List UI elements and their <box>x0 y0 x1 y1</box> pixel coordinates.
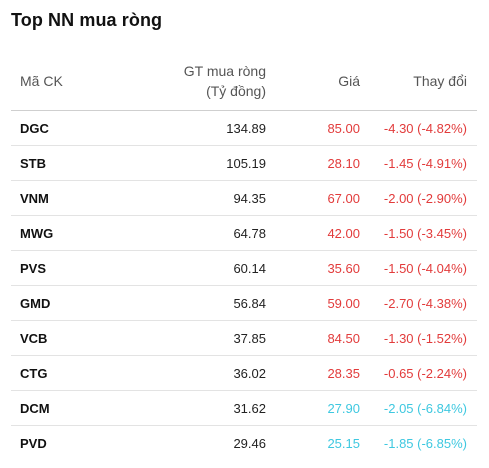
net-buy-value: 29.46 <box>233 435 266 451</box>
price: 59.00 <box>266 285 360 321</box>
net-buy-value: 64.78 <box>116 215 266 251</box>
price: 27.90 <box>266 390 360 426</box>
price: 25.15 <box>327 435 360 451</box>
table-row[interactable]: VNM 94.35 67.00 -2.00 (-2.90%) <box>11 180 477 216</box>
net-buy-value: 94.35 <box>116 180 266 216</box>
price: 42.00 <box>266 215 360 251</box>
top-foreign-net-buy-table: Mã CK GT mua ròng (Tỷ đồng) Giá Thay đổi… <box>11 52 477 460</box>
price-change: -2.70 (-4.38%) <box>360 285 477 321</box>
stock-code[interactable]: MWG <box>11 215 116 251</box>
stock-code[interactable]: VNM <box>11 180 116 216</box>
stock-code[interactable]: DCM <box>11 390 116 426</box>
price-change: -2.05 (-6.84%) <box>360 390 477 426</box>
net-buy-value: 60.14 <box>116 250 266 286</box>
table-row[interactable]: STB 105.19 28.10 -1.45 (-4.91%) <box>11 145 477 181</box>
price: 28.10 <box>266 145 360 181</box>
stock-code[interactable]: CTG <box>11 355 116 391</box>
widget-title: Top NN mua ròng <box>11 10 163 30</box>
table-row[interactable]: PVD 29.46 25.15 -1.85 (-6.85%) <box>11 426 477 461</box>
price-change: -1.30 (-1.52%) <box>360 320 477 356</box>
stock-code[interactable]: GMD <box>11 285 116 321</box>
table-row[interactable]: DCM 31.62 27.90 -2.05 (-6.84%) <box>11 390 477 426</box>
stock-code[interactable]: DGC <box>11 110 116 146</box>
price: 84.50 <box>266 320 360 356</box>
net-buy-value: 36.02 <box>116 355 266 391</box>
net-buy-value: 37.85 <box>116 320 266 356</box>
table-row[interactable]: VCB 37.85 84.50 -1.30 (-1.52%) <box>11 320 477 356</box>
stock-code[interactable]: PVD <box>20 435 47 451</box>
table-row[interactable]: GMD 56.84 59.00 -2.70 (-4.38%) <box>11 285 477 321</box>
table-row[interactable]: CTG 36.02 28.35 -0.65 (-2.24%) <box>11 355 477 391</box>
price-change: -1.50 (-4.04%) <box>360 250 477 286</box>
stock-code[interactable]: STB <box>11 145 116 181</box>
net-buy-value: 31.62 <box>116 390 266 426</box>
price: 67.00 <box>266 180 360 216</box>
stock-code[interactable]: VCB <box>11 320 116 356</box>
table-row[interactable]: MWG 64.78 42.00 -1.50 (-3.45%) <box>11 215 477 251</box>
price-change: -2.00 (-2.90%) <box>360 180 477 216</box>
column-header-code[interactable]: Mã CK <box>11 52 116 111</box>
price: 35.60 <box>266 250 360 286</box>
net-buy-value: 105.19 <box>116 145 266 181</box>
net-buy-value: 56.84 <box>116 285 266 321</box>
table-row[interactable]: PVS 60.14 35.60 -1.50 (-4.04%) <box>11 250 477 286</box>
stock-code[interactable]: PVS <box>11 250 116 286</box>
price-change: -1.85 (-6.85%) <box>383 435 467 451</box>
column-header-net-buy-value-line1: GT mua ròng <box>183 63 266 79</box>
column-header-net-buy-value[interactable]: GT mua ròng (Tỷ đồng) <box>116 52 266 111</box>
column-header-net-buy-value-line2: (Tỷ đồng) <box>206 83 266 99</box>
price-change: -1.50 (-3.45%) <box>360 215 477 251</box>
price: 28.35 <box>266 355 360 391</box>
table-header-row: Mã CK GT mua ròng (Tỷ đồng) Giá Thay đổi <box>11 52 477 111</box>
column-header-price[interactable]: Giá <box>266 52 360 111</box>
price-change: -1.45 (-4.91%) <box>360 145 477 181</box>
price-change: -4.30 (-4.82%) <box>360 110 477 146</box>
price: 85.00 <box>266 110 360 146</box>
table-row[interactable]: DGC 134.89 85.00 -4.30 (-4.82%) <box>11 110 477 146</box>
column-header-change[interactable]: Thay đổi <box>360 52 477 111</box>
price-change: -0.65 (-2.24%) <box>360 355 477 391</box>
net-buy-value: 134.89 <box>116 110 266 146</box>
